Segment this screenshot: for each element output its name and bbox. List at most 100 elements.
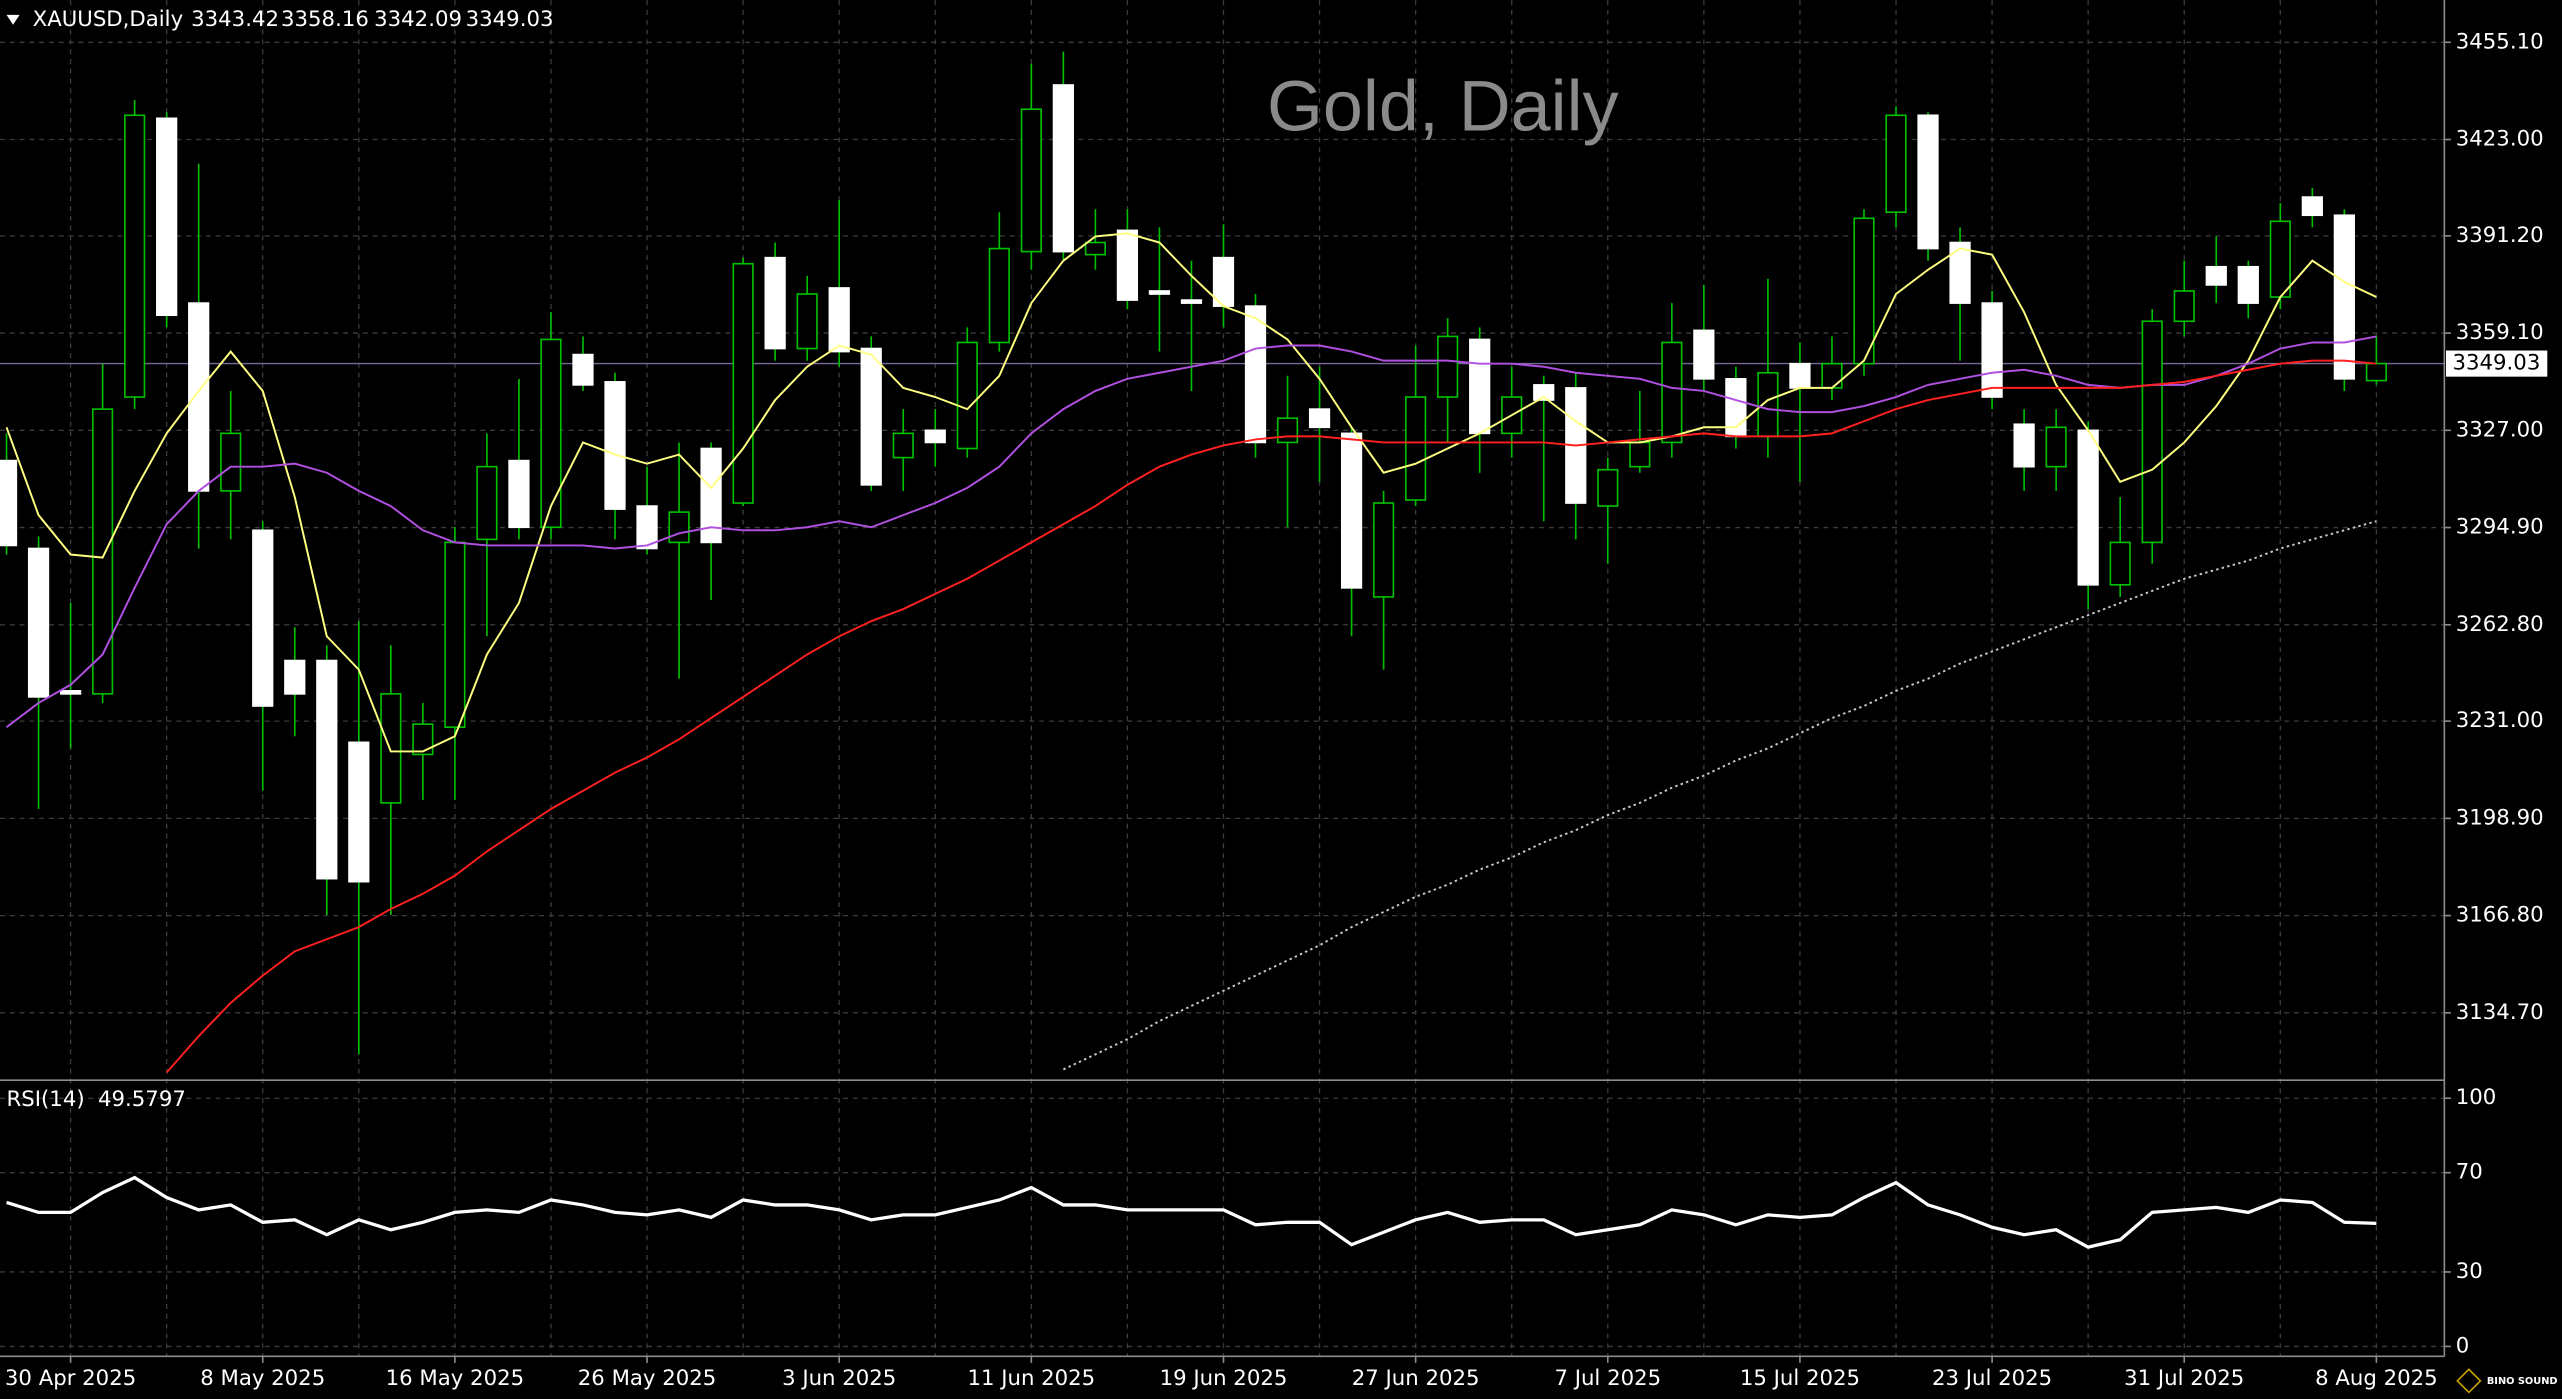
candle-body (124, 114, 146, 398)
candle-body (828, 287, 850, 353)
candle-body (1437, 335, 1459, 398)
close-value: 3349.03 (466, 7, 554, 32)
candle-body (1084, 241, 1107, 256)
candle-body (572, 353, 594, 386)
x-tick-label: 15 Jul 2025 (1740, 1366, 1860, 1391)
candle-body (1661, 341, 1683, 444)
rsi-tick-label: 100 (2456, 1085, 2497, 1110)
x-tick-label: 8 May 2025 (200, 1366, 325, 1391)
y-tick-label: 3391.20 (2456, 223, 2544, 248)
candle-body (316, 659, 338, 880)
price-plot (0, 51, 2445, 1074)
candle-body (156, 117, 178, 317)
rsi-line (6, 1175, 2377, 1249)
candle-body (1597, 468, 1619, 507)
candle-body (188, 302, 210, 492)
candle-body (1629, 441, 1651, 468)
menu-arrow[interactable] (6, 14, 20, 25)
candle-body (636, 505, 658, 550)
x-tick-label: 8 Aug 2025 (2315, 1366, 2438, 1391)
candle-body (764, 256, 786, 350)
candle-body (1276, 417, 1299, 444)
candle-body (2365, 362, 2388, 382)
open-value: 3343.42 (191, 7, 279, 32)
axes: 30 Apr 2025 8 May 2025 16 May 2025 26 May 2… (5, 29, 2548, 1391)
high-value: 3358.16 (281, 7, 369, 32)
x-tick-label: 31 Jul 2025 (2124, 1366, 2244, 1391)
candle-body (91, 408, 114, 695)
moving-average (165, 359, 2377, 1074)
candle-body (2013, 423, 2035, 468)
candle-body (2045, 426, 2067, 468)
moving-average (5, 335, 2377, 728)
moving-average (1062, 520, 2377, 1071)
candle-body (1789, 362, 1811, 389)
rsi-tick-label: 70 (2456, 1160, 2483, 1185)
candle-body (1308, 408, 1331, 429)
candle-body (220, 432, 242, 492)
y-tick-label: 3423.00 (2456, 127, 2544, 152)
candle-body (1821, 362, 1843, 389)
candle-body (1340, 432, 1363, 589)
candle-body (796, 293, 818, 350)
x-tick-label: 27 Jun 2025 (1352, 1366, 1480, 1391)
x-tick-label: 30 Apr 2025 (5, 1366, 136, 1391)
candle-body (2173, 290, 2195, 323)
y-tick-label: 3327.00 (2456, 417, 2544, 442)
x-tick-label: 11 Jun 2025 (967, 1366, 1095, 1391)
candle-body (444, 541, 466, 729)
low-value: 3342.09 (374, 7, 462, 32)
candle-body (700, 447, 722, 544)
rsi-plot (6, 1175, 2377, 1249)
candle-body (380, 693, 402, 804)
candle-body (1020, 108, 1042, 253)
candle-body (1949, 241, 1971, 304)
chart-title: Gold, Daily (1267, 66, 1619, 146)
candle-body (412, 723, 434, 756)
candle-body (956, 341, 978, 450)
candle-body (604, 381, 626, 510)
candle-body (1693, 329, 1715, 380)
logo-icon (2456, 1368, 2482, 1394)
x-tick-label: 3 Jun 2025 (782, 1366, 896, 1391)
candle-body (860, 347, 882, 486)
symbol-label: XAUUSD,Daily (33, 7, 183, 32)
candle-body (1917, 114, 1939, 250)
candle-body (988, 247, 1010, 344)
candle-body (1757, 371, 1779, 438)
candle-body (27, 547, 50, 698)
candle-body (1405, 396, 1427, 501)
candle-body (1148, 290, 1171, 295)
candle-body (1981, 302, 2003, 398)
candle-body (2333, 214, 2355, 380)
candle-body (508, 459, 530, 529)
candle-body (2109, 541, 2131, 586)
candle-body (924, 429, 946, 444)
candle-body (1244, 305, 1267, 444)
candle-body (0, 459, 18, 547)
candle-body (540, 338, 562, 529)
candle-body (1052, 84, 1074, 253)
candle-body (1469, 338, 1491, 435)
candle-body (1372, 502, 1395, 598)
moving-average (5, 232, 2377, 753)
candle-body (284, 659, 306, 695)
candle-body (1180, 299, 1203, 304)
candle-body (2141, 320, 2163, 544)
x-tick-label: 26 May 2025 (578, 1366, 716, 1391)
x-tick-label: 16 May 2025 (386, 1366, 524, 1391)
x-tick-label: 19 Jun 2025 (1160, 1366, 1288, 1391)
y-tick-label: 3294.90 (2456, 515, 2544, 540)
rsi-tick-label: 30 (2456, 1259, 2483, 1284)
candle-body (1533, 384, 1555, 401)
candle-body (2077, 429, 2099, 586)
candle-body (1116, 229, 1139, 301)
candle-body (2301, 196, 2323, 217)
price-label-box (2445, 350, 2548, 377)
x-tick-label: 7 Jul 2025 (1554, 1366, 1661, 1391)
candle-body (892, 432, 914, 459)
candle-body (2237, 265, 2259, 304)
logo: BINO SOUND (2487, 1376, 2558, 1387)
